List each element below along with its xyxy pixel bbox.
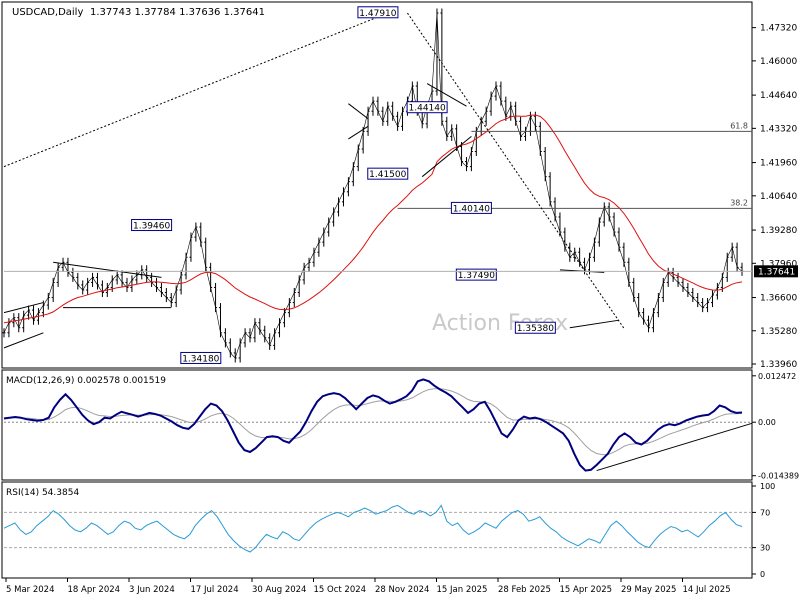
macd-axis: 0.012472 0.00 -0.014389: [752, 372, 799, 481]
pattern-line: [53, 261, 162, 278]
moving-average-line: [3, 114, 743, 324]
macd-tick-label: 0.012472: [758, 372, 796, 381]
x-tick-label: 28 Feb 2025: [498, 585, 551, 595]
price-tick-label: 1.35280: [760, 327, 797, 337]
x-tick-label: 28 Nov 2024: [375, 585, 429, 595]
price-axis: 1.47320 1.46000 1.44640 1.43320 1.41960 1.406…: [752, 24, 797, 370]
price-label: 1.40140: [453, 204, 490, 214]
price-label: 1.39460: [133, 222, 170, 232]
price-tick-label: 1.36600: [760, 294, 797, 304]
macd-title: MACD(12,26,9) 0.002578 0.001519: [6, 376, 166, 386]
price-tick-label: 1.33960: [760, 360, 797, 370]
price-label-box: [455, 268, 497, 281]
last-price-box: [754, 265, 798, 278]
price-tick-label: 1.43320: [760, 124, 797, 134]
x-tick-label: 30 Aug 2024: [252, 585, 306, 595]
x-tick-label: 3 Jun 2024: [129, 585, 175, 595]
price-tick-label: 1.40640: [760, 192, 797, 202]
price-label-box: [131, 219, 173, 232]
rsi-line: [3, 504, 743, 553]
price-label: 1.34180: [182, 354, 219, 364]
x-tick-label: 15 Jan 2025: [437, 585, 488, 595]
pattern-line: [421, 136, 472, 178]
macd-panel: MACD(12,26,9) 0.002578 0.001519 0.012472…: [1, 369, 799, 481]
price-label-box: [406, 101, 448, 114]
rsi-tick-label: 70: [760, 508, 770, 517]
header-symbol: USDCAD,Daily: [12, 7, 83, 18]
rsi-tick-label: 100: [760, 482, 775, 491]
price-label-box: [367, 167, 409, 180]
price-label-box: [180, 351, 222, 364]
header-ohlc: 1.37743 1.37784 1.37636 1.37641: [90, 7, 265, 18]
pattern-line: [3, 302, 44, 314]
price-tick-label: 1.47320: [760, 24, 797, 34]
pattern-line: [426, 83, 467, 107]
macd-signal-line: [4, 388, 743, 456]
x-tick-label: 5 Mar 2024: [6, 585, 54, 595]
macd-line: [3, 378, 743, 472]
price-tick-label: 1.39280: [760, 226, 797, 236]
price-label-box: [514, 321, 556, 334]
price-label-box: [357, 6, 399, 19]
price-label-box: [450, 201, 492, 214]
fib-level-label: 38.2: [730, 198, 748, 207]
price-label: 1.44140: [409, 104, 446, 114]
pattern-line: [3, 332, 44, 349]
x-tick-label: 18 Apr 2024: [68, 585, 121, 595]
fib-level-label: 61.8: [730, 121, 748, 130]
x-tick-label: 15 Oct 2024: [314, 585, 367, 595]
x-tick-label: 17 Jul 2024: [191, 585, 239, 595]
pattern-line: [348, 103, 369, 120]
price-tick-label: 1.44640: [760, 91, 797, 101]
price-close-line: [3, 12, 743, 359]
price-label: 1.41500: [369, 170, 406, 180]
x-tick-label: 14 Jul 2025: [683, 585, 731, 595]
price-label: 1.37490: [458, 271, 495, 281]
long-term-trendline: [3, 12, 388, 168]
rsi-marks: [3, 504, 752, 553]
x-tick-label: 29 May 2025: [621, 585, 676, 595]
price-panel-frame: [1, 1, 753, 369]
pattern-line: [569, 319, 620, 329]
price-label: 1.35380: [517, 324, 554, 334]
price-marks: 61.8 38.2 1.47910 1.44140 1.41500 1.40140 1.39…: [2, 6, 798, 364]
price-tick-label: 1.41960: [760, 159, 797, 169]
macd-trendline: [596, 422, 753, 472]
rsi-panel-frame: [1, 481, 753, 579]
macd-tick-label: 0.00: [758, 418, 776, 427]
last-price-label: 1.37641: [758, 267, 795, 277]
rsi-tick-label: 30: [760, 544, 770, 553]
price-tick-label: 1.46000: [760, 57, 797, 67]
macd-tick-label: -0.014389: [758, 472, 799, 481]
x-axis: 5 Mar 2024 18 Apr 2024 3 Jun 2024 17 Jul 20…: [5, 578, 731, 595]
price-label: 1.47910: [359, 9, 396, 19]
rsi-title: RSI(14) 54.3854: [6, 488, 79, 498]
macd-panel-frame: [1, 369, 753, 481]
macd-marks: [3, 378, 753, 472]
rsi-tick-label: 0: [760, 570, 765, 579]
rsi-panel: RSI(14) 54.3854 100 70 30 0: [1, 481, 775, 579]
pattern-line: [348, 125, 369, 140]
rsi-axis: 100 70 30 0: [752, 482, 775, 579]
price-panel: USDCAD,Daily 1.37743 1.37784 1.37636 1.3…: [1, 1, 798, 370]
price-tick-label: 1.37960: [760, 259, 797, 269]
x-tick-label: 15 Apr 2025: [560, 585, 613, 595]
